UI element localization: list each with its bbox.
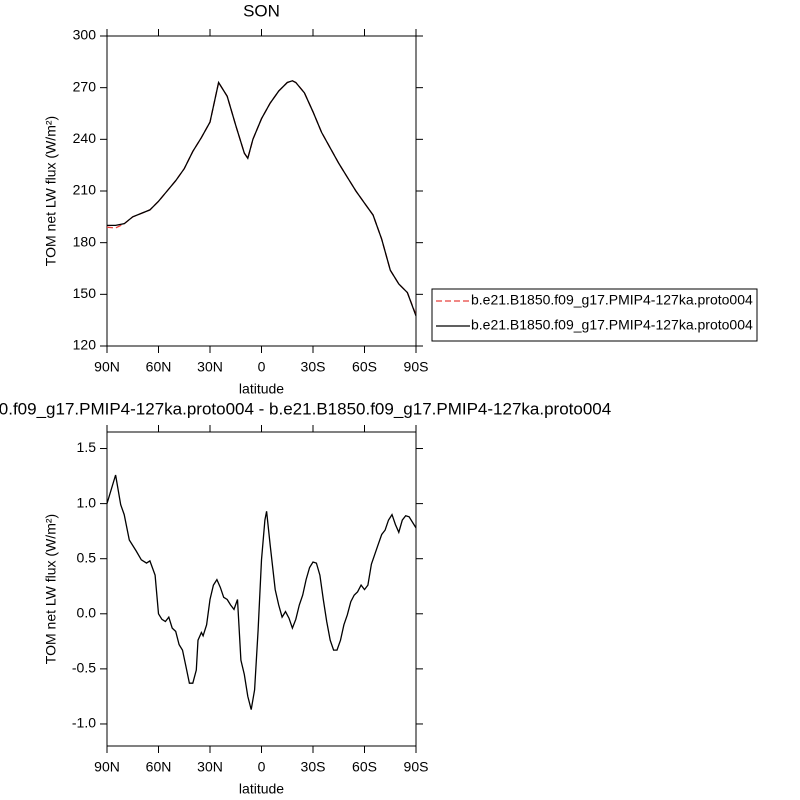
x-tick-label: 0 [258, 359, 266, 375]
x-tick-label: 60N [146, 359, 172, 375]
data-line [106, 474, 417, 710]
y-tick-label: 270 [73, 78, 97, 94]
x-tick-label: 60N [146, 759, 172, 775]
y-tick-label: 210 [73, 182, 97, 198]
y-tick-label: 1.0 [77, 494, 97, 510]
x-tick-label: 90N [94, 759, 120, 775]
legend-box [431, 288, 758, 342]
x-tick-label: 60S [352, 759, 377, 775]
y-tick-label: 0.5 [77, 549, 97, 565]
y-tick-label: 1.5 [77, 439, 97, 455]
y-axis-label: TOM net LW flux (W/m²) [43, 514, 59, 664]
legend: b.e21.B1850.f09_g17.PMIP4-127ka.proto004… [431, 288, 758, 342]
x-tick-label: 60S [352, 359, 377, 375]
x-tick-label: 30N [197, 759, 223, 775]
chart-title: SON [243, 1, 280, 20]
x-axis-label: latitude [239, 381, 284, 397]
y-tick-label: 150 [73, 285, 97, 301]
x-tick-label: 90S [404, 759, 429, 775]
y-tick-label: 120 [73, 337, 97, 353]
y-tick-label: 300 [73, 27, 97, 43]
chart-title: b.e21.B1850.f09_g17.PMIP4-127ka.proto004… [0, 399, 611, 418]
x-axis-label: latitude [239, 781, 284, 797]
plot-frame [106, 431, 417, 747]
x-tick-label: 90N [94, 359, 120, 375]
legend-label: b.e21.B1850.f09_g17.PMIP4-127ka.proto004 [471, 317, 753, 333]
y-tick-label: 240 [73, 130, 97, 146]
x-tick-label: 0 [258, 759, 266, 775]
x-tick-label: 30S [301, 359, 326, 375]
y-axis-label: TOM net LW flux (W/m²) [43, 116, 59, 266]
data-line [106, 80, 417, 316]
y-tick-label: -0.5 [72, 660, 96, 676]
legend-label: b.e21.B1850.f09_g17.PMIP4-127ka.proto004 [471, 292, 753, 308]
x-tick-label: 90S [404, 359, 429, 375]
y-tick-label: -1.0 [72, 715, 96, 731]
x-tick-label: 30N [197, 359, 223, 375]
data-line [107, 80, 417, 317]
y-tick-label: 180 [73, 233, 97, 249]
x-tick-label: 30S [301, 759, 326, 775]
y-tick-label: 0.0 [77, 604, 97, 620]
plot-frame [106, 35, 417, 347]
